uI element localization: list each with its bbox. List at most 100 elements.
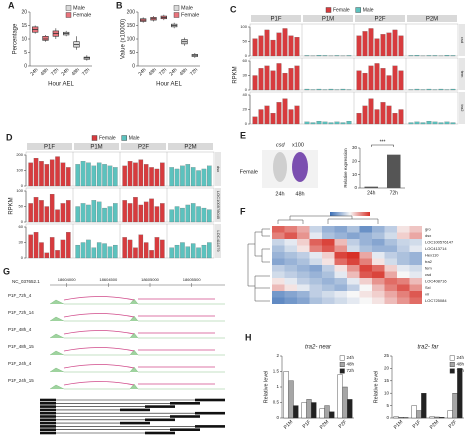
heat-cell — [360, 265, 373, 272]
heat-cell — [360, 298, 373, 305]
legend-swatch — [356, 8, 361, 13]
bar — [427, 121, 432, 124]
heat-cell — [297, 285, 310, 292]
bar — [394, 417, 399, 418]
bar — [61, 203, 65, 222]
heat-cell — [397, 246, 410, 253]
bar — [139, 235, 143, 258]
bar — [289, 36, 294, 56]
y-tick-label: 10 — [352, 172, 358, 177]
exon — [40, 425, 56, 428]
bar — [323, 122, 328, 124]
heat-cell — [410, 246, 423, 253]
x-tick-label: 48h — [148, 67, 158, 77]
row-label: fem — [425, 265, 432, 270]
image-bg — [262, 150, 318, 188]
ovary-image-stained — [292, 152, 308, 182]
row-label: Sxl — [425, 285, 431, 290]
bar — [311, 123, 316, 124]
bar — [415, 55, 420, 56]
y-tick-label: 15 — [21, 23, 27, 29]
heat-cell — [372, 298, 385, 305]
exon — [40, 399, 56, 402]
exon — [170, 402, 200, 405]
heat-cell — [410, 233, 423, 240]
panel-letter: A — [8, 0, 15, 10]
bar — [97, 202, 101, 222]
bar — [133, 197, 137, 222]
legend-label: 48h — [457, 362, 465, 367]
row-label: LOC413714 — [425, 246, 447, 251]
heat-cell — [285, 285, 298, 292]
bar — [375, 110, 380, 125]
y-tick-label: 20 — [384, 366, 390, 371]
y-tick-label: 20 — [21, 9, 27, 15]
heat-cell — [397, 278, 410, 285]
exon — [145, 419, 175, 422]
bar — [155, 237, 159, 258]
exon — [40, 428, 56, 431]
bar — [445, 122, 450, 124]
bar — [305, 122, 310, 124]
bar — [457, 368, 462, 418]
heat-cell — [335, 233, 348, 240]
bar — [66, 232, 70, 258]
y-axis-label: Relative level — [373, 371, 379, 404]
heat-cell — [372, 278, 385, 285]
exon — [170, 428, 200, 431]
row-label: csd — [425, 272, 431, 277]
bar — [180, 243, 184, 259]
bar — [253, 76, 258, 91]
heat-cell — [285, 278, 298, 285]
bar — [357, 71, 362, 90]
bar — [387, 33, 392, 56]
bar — [29, 235, 33, 258]
bar — [347, 121, 352, 124]
heat-cell — [347, 246, 360, 253]
bar — [81, 161, 85, 186]
heat-cell — [285, 291, 298, 298]
exon — [120, 422, 150, 425]
heat-cell — [310, 291, 323, 298]
heat-cell — [410, 226, 423, 233]
bar — [39, 200, 43, 222]
legend-swatch — [450, 369, 455, 374]
heat-cell — [347, 252, 360, 259]
junction — [64, 365, 134, 369]
bar — [81, 203, 85, 222]
bar — [133, 163, 137, 186]
bar — [399, 36, 404, 56]
heat-cell — [410, 259, 423, 266]
exon — [40, 405, 56, 408]
y-tick-label: 30 — [19, 240, 24, 245]
x-tick-label: P1F — [302, 419, 313, 430]
heat-cell — [297, 278, 310, 285]
heat-cell — [335, 298, 348, 305]
legend-label: 48h — [347, 362, 355, 367]
bar — [357, 36, 362, 56]
heat-cell — [272, 252, 285, 259]
heat-cell — [385, 233, 398, 240]
heat-cell — [335, 278, 348, 285]
heat-cell — [297, 298, 310, 305]
heat-cell — [272, 246, 285, 253]
bar — [76, 207, 80, 223]
x-tick-label: 72h — [50, 67, 60, 77]
heat-cell — [272, 226, 285, 233]
heat-cell — [385, 285, 398, 292]
legend-label: Male — [363, 7, 374, 13]
x-tick-label: 72h — [158, 67, 168, 77]
track-label: P1F_72h_4 — [8, 293, 32, 298]
bar — [170, 210, 174, 222]
bar — [393, 113, 398, 124]
bar — [439, 417, 444, 418]
x-axis-label: Hour AEL — [48, 82, 74, 88]
row-label: gro — [425, 226, 432, 231]
bar — [34, 158, 38, 186]
bar — [86, 205, 90, 222]
heat-cell — [322, 252, 335, 259]
bar — [365, 187, 379, 188]
bar — [409, 55, 414, 56]
heat-cell — [335, 272, 348, 279]
